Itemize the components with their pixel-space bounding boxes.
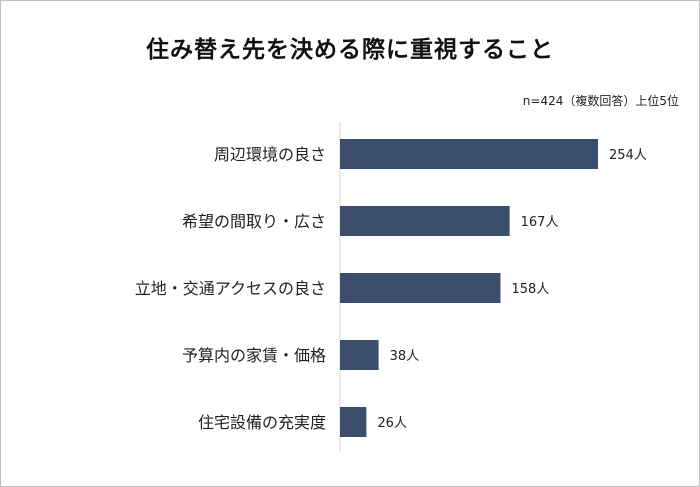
category-label: 住宅設備の充実度 <box>198 413 326 432</box>
bar <box>340 273 501 303</box>
data-label: 26人 <box>377 416 407 431</box>
data-label: 167人 <box>521 215 559 230</box>
bar <box>340 340 379 370</box>
data-label: 254人 <box>609 148 647 163</box>
bar <box>340 139 598 169</box>
category-label: 予算内の家賃・価格 <box>182 346 326 365</box>
data-label: 158人 <box>511 282 549 297</box>
bar <box>340 407 367 437</box>
chart-title: 住み替え先を決める際に重視すること <box>146 37 554 63</box>
category-label: 希望の間取り・広さ <box>182 212 326 231</box>
data-label: 38人 <box>390 349 420 364</box>
sample-note: n=424（複数回答）上位5位 <box>522 94 679 108</box>
category-label: 周辺環境の良さ <box>214 145 326 164</box>
bar <box>340 206 510 236</box>
category-label: 立地・交通アクセスの良さ <box>135 279 326 298</box>
